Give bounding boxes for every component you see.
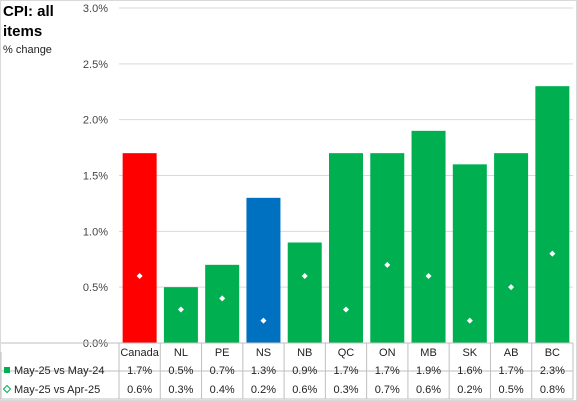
category-label: NL [174,347,188,359]
data-label: 1.7% [499,365,524,377]
data-label: 2.3% [540,365,565,377]
data-label: 1.9% [416,365,441,377]
category-label: AB [504,347,519,359]
y-tick-label: 1.5% [83,171,108,183]
bar [329,153,363,343]
data-label: 1.7% [127,365,152,377]
bar [494,153,529,343]
data-label: 1.6% [457,365,482,377]
category-label: PE [215,347,230,359]
bar [163,287,198,343]
chart-title: CPI: all items [3,3,54,40]
category-label: SK [462,347,477,359]
y-tick-label: 1.0% [83,226,108,238]
data-label: 1.3% [251,365,276,377]
category-label: ON [379,347,396,359]
diamond-marker [343,306,349,313]
y-tick-label: 3.0% [83,3,108,15]
diamond-marker [508,284,515,291]
bar [287,242,322,343]
data-label: 0.3% [168,384,193,396]
data-label: 0.2% [251,384,276,396]
data-label: 0.6% [292,384,317,396]
data-label: 0.7% [210,365,235,377]
data-label: 1.7% [333,365,358,377]
diamond-marker [177,306,184,313]
data-label: 1.7% [375,365,400,377]
category-label: Canada [120,347,159,359]
data-label: 0.8% [540,384,565,396]
category-label: NS [256,347,271,359]
data-label: 0.6% [127,384,152,396]
data-label: 0.3% [333,384,358,396]
y-tick-label: 2.5% [83,59,108,71]
bar [122,153,157,343]
category-label: QC [338,347,355,359]
data-label: 0.7% [375,384,400,396]
y-tick-label: 0.0% [83,338,108,350]
data-label: 0.5% [499,384,524,396]
bar [452,164,487,343]
diamond-marker [425,273,432,279]
diamond-marker [466,317,473,324]
bar [370,153,405,343]
y-tick-label: 0.5% [83,282,108,294]
legend-key-diamond [2,384,12,394]
diamond-marker [260,317,267,324]
data-label: 0.5% [168,365,193,377]
legend-key-bar [4,367,10,373]
legend-label: May-25 vs May-24 [14,365,104,377]
data-label: 0.2% [457,384,482,396]
diamond-marker [301,273,308,279]
category-label: BC [545,347,560,359]
data-label: 0.9% [292,365,317,377]
category-label: MB [420,347,437,359]
diamond-marker [136,273,143,279]
y-tick-label: 2.0% [83,115,108,127]
data-label: 0.6% [416,384,441,396]
bar [535,86,570,344]
category-label: NB [297,347,312,359]
diamond-marker [384,261,391,268]
y-axis-label: % change [3,44,52,56]
legend-label: May-25 vs Apr-25 [14,384,100,396]
diamond-marker [219,295,226,302]
bar [411,130,446,343]
data-label: 0.4% [210,384,235,396]
bar [205,264,240,343]
diamond-marker [549,250,556,257]
